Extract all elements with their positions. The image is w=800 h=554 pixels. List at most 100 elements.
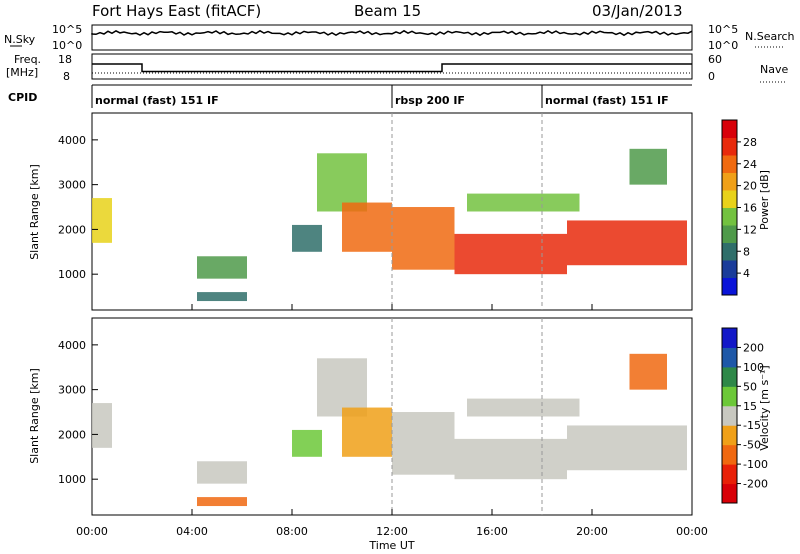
y-tick-label: 2000 [58,223,86,236]
echo-region [317,153,367,212]
echo-region [292,224,322,252]
echo-region [197,461,247,484]
power-cbar-tick-label: 12 [743,223,757,236]
nsearch-tick-bottom: 10^0 [708,39,738,52]
echo-region [454,233,567,275]
power-ylabel: Slant Range [km] [28,164,41,260]
x-axis-label: Time UT [368,539,414,552]
x-tick-label: 00:00 [676,525,708,538]
velocity-cbar-tick-label: -100 [743,458,768,471]
cpid-label: CPID [8,91,37,104]
nave-tick-bottom: 0 [708,70,715,83]
noise-sky-line [91,29,693,37]
echo-region [197,256,247,279]
velocity-cbar-frame [721,327,738,504]
velocity-cbar-swatch [722,464,737,485]
x-axis-ticks: 00:00 04:00 08:00 12:00 16:00 20:00 00:00 [76,304,708,538]
echo-region [629,148,667,185]
x-tick-label: 12:00 [376,525,408,538]
cpid-segment-label: normal (fast) 151 IF [95,94,219,107]
echo-region [197,497,247,507]
freq-line [92,63,692,73]
echo-region [392,207,455,270]
velocity-cbar-swatch [722,483,737,504]
y-tick-label: 4000 [58,134,86,147]
velocity-cbar-swatch [722,366,737,387]
power-cbar-swatch [722,277,737,296]
echo-region [342,407,392,457]
echo-region [342,202,392,252]
velocity-cbar-tick-label: -15 [743,419,761,432]
power-cbar-tick-label: 28 [743,136,757,149]
velocity-cbar-swatch [722,444,737,465]
velocity-cbar-tick-label: 200 [743,341,764,354]
freq-trace [92,63,692,74]
echo-region [92,403,112,448]
power-yticks: 4000 3000 2000 1000 [58,134,98,281]
x-tick-label: 04:00 [176,525,208,538]
power-cbar-swatch [722,242,737,261]
velocity-cbar-swatch [722,386,737,407]
nsky-label: N.Sky [4,33,36,46]
noise-trace [91,29,693,37]
velocity-cbar-tick-label: 15 [743,400,757,413]
freq-tick-bottom: 8 [63,70,70,83]
velocity-cbar-tick-label: -200 [743,478,768,491]
velocity-echoes [92,318,687,515]
power-cbar-swatch [722,120,737,138]
y-tick-label: 2000 [58,428,86,441]
power-cbar-tick-label: 20 [743,180,757,193]
y-tick-label: 3000 [58,179,86,192]
velocity-cbar-swatch [722,405,737,426]
echo-region [454,438,567,480]
nsearch-label: N.Search [745,30,795,43]
y-tick-label: 3000 [58,384,86,397]
nsearch-tick-top: 10^5 [708,23,738,36]
noise-panel-frame [91,24,693,51]
date-title: 03/Jan/2013 [592,2,683,20]
velocity-cbar-swatch [722,425,737,446]
echo-region [467,398,580,417]
x-tick-label: 16:00 [476,525,508,538]
echo-region [292,429,322,457]
velocity-colorbar: 200 100 50 15 -15 -50 -100 -200 [721,327,768,504]
nsky-tick-bottom: 10^0 [52,39,82,52]
cpid-segment-label: rbsp 200 IF [395,94,465,107]
power-echoes [92,113,687,310]
velocity-yticks: 4000 3000 2000 1000 [58,339,98,486]
cpid-segments: normal (fast) 151 IF rbsp 200 IF normal (f… [91,85,669,108]
beam-title: Beam 15 [354,2,421,20]
y-tick-label: 1000 [58,473,86,486]
velocity-cbar-swatch [722,347,737,368]
power-cbar-tick-label: 8 [743,245,750,258]
power-cbar-swatch [722,172,737,191]
nsky-tick-top: 10^5 [52,23,82,36]
velocity-ylabel: Slant Range [km] [28,368,41,464]
power-cbar-swatch [722,190,737,208]
nave-tick-top: 60 [708,53,722,66]
echo-region [92,198,112,243]
echo-region [197,292,247,302]
power-colorbar: 28 24 20 16 12 8 4 [721,119,757,296]
freq-unit-label: [MHz] [6,66,38,79]
power-cbar-swatch [722,260,737,278]
x-tick-label: 20:00 [576,525,608,538]
power-cbar-swatch [722,207,737,226]
velocity-cbar-tick-label: 50 [743,380,757,393]
echo-region [629,353,667,390]
velocity-cbar-swatch [722,328,737,348]
power-cbar-tick-label: 24 [743,158,757,171]
echo-region [392,412,455,475]
freq-panel-frame [91,53,693,80]
power-cbar-swatch [722,137,737,156]
cpid-segment-label: normal (fast) 151 IF [545,94,669,107]
nave-label: Nave [760,63,788,76]
freq-label: Freq. [14,53,41,66]
power-cbar-swatch [722,225,737,243]
y-tick-label: 1000 [58,268,86,281]
echo-region [567,425,687,471]
freq-tick-top: 18 [58,53,72,66]
velocity-cbar-label: Velocity [m s⁻¹] [758,365,771,450]
power-cbar-tick-label: 16 [743,202,757,215]
